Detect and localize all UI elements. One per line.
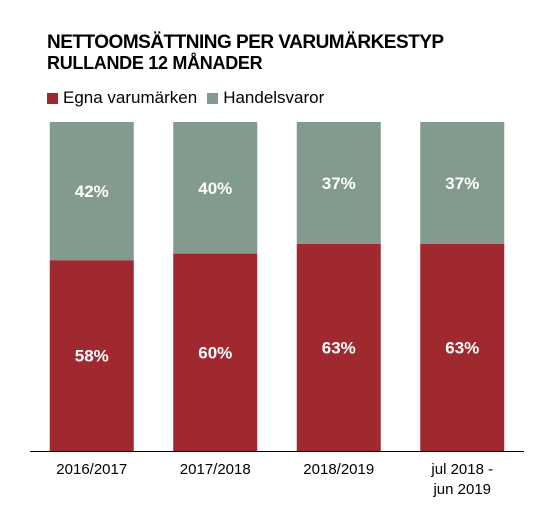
bar-segment-egna-0: [49, 260, 134, 451]
data-label-egna-0: 58%: [75, 347, 109, 366]
x-tick-label-2: 2018/2019: [303, 461, 374, 478]
chart-title: NETTOOMSÄTTNING PER VARUMÄRKESTYP: [47, 32, 444, 53]
legend-item-handelsvaror: Handelsvaror: [207, 88, 324, 108]
legend-swatch-egna-varumarken: [47, 92, 58, 104]
legend-item-egna-varumarken: Egna varumärken: [47, 88, 197, 108]
x-tick-label-0: 2016/2017: [56, 461, 127, 478]
data-label-egna-3: 63%: [445, 338, 479, 357]
data-label-egna-1: 60%: [198, 343, 232, 362]
data-label-handelsvaror-0: 42%: [75, 182, 109, 201]
data-label-handelsvaror-3: 37%: [445, 174, 479, 193]
legend: Egna varumärken Handelsvaror: [47, 88, 334, 108]
chart-subtitle: RULLANDE 12 MÅNADER: [47, 53, 263, 73]
data-label-handelsvaror-1: 40%: [198, 179, 232, 198]
bar-segment-egna-1: [173, 253, 258, 451]
data-label-egna-2: 63%: [322, 338, 356, 357]
legend-label-handelsvaror: Handelsvaror: [223, 88, 325, 107]
legend-label-egna-varumarken: Egna varumärken: [63, 88, 198, 107]
bar-segment-handelsvaror-2: [296, 122, 381, 244]
bar-segment-handelsvaror-3: [420, 122, 505, 244]
x-tick-label-1: 2017/2018: [180, 461, 251, 478]
bar-segment-handelsvaror-1: [173, 122, 258, 254]
x-tick-label-3-line-1: jun 2019: [432, 481, 491, 498]
data-label-handelsvaror-2: 37%: [322, 174, 356, 193]
bar-segment-egna-2: [296, 243, 381, 451]
bar-segment-egna-3: [420, 243, 505, 451]
bar-segment-handelsvaror-0: [49, 122, 134, 261]
x-tick-label-3-line-0: jul 2018 -: [430, 461, 493, 478]
legend-swatch-handelsvaror: [207, 92, 219, 104]
